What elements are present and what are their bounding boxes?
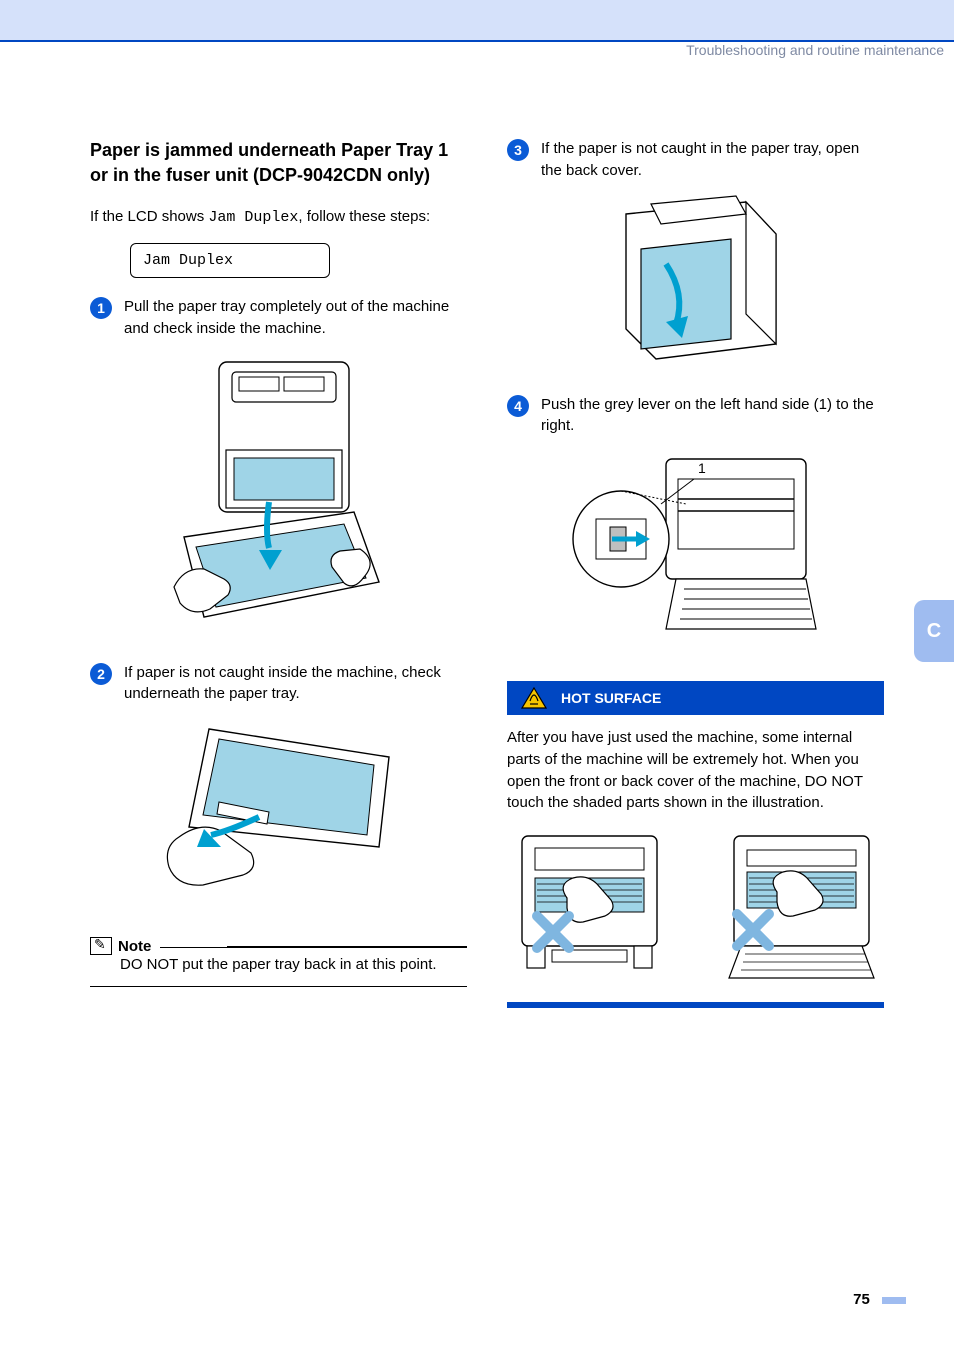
figure-step3	[507, 194, 884, 374]
breadcrumb: Troubleshooting and routine maintenance	[0, 42, 954, 58]
step-badge: 2	[90, 663, 112, 685]
intro-code: Jam Duplex	[208, 209, 298, 226]
hot-surface-text: After you have just used the machine, so…	[507, 727, 884, 814]
header-band	[0, 0, 954, 42]
step-badge: 1	[90, 297, 112, 319]
note-text: DO NOT put the paper tray back in at thi…	[90, 948, 467, 986]
page-number: 75	[853, 1291, 906, 1308]
figure-step2	[90, 717, 467, 917]
page-number-bar	[882, 1297, 906, 1304]
step-3: 3 If the paper is not caught in the pape…	[507, 138, 884, 182]
right-column: 3 If the paper is not caught in the pape…	[507, 138, 884, 1008]
page-number-value: 75	[853, 1291, 870, 1308]
intro-suffix: , follow these steps:	[298, 208, 430, 225]
step-4: 4 Push the grey lever on the left hand s…	[507, 394, 884, 438]
note-icon	[90, 937, 112, 955]
hot-figure-front	[507, 828, 672, 988]
note-label: Note	[118, 938, 151, 955]
hot-figure-back	[719, 828, 884, 988]
hot-surface-bottom-rule	[507, 1002, 884, 1008]
figure-step1	[90, 352, 467, 642]
step-2: 2 If paper is not caught inside the mach…	[90, 662, 467, 706]
step-1: 1 Pull the paper tray completely out of …	[90, 296, 467, 340]
step-badge: 4	[507, 395, 529, 417]
step-text: Pull the paper tray completely out of th…	[124, 296, 467, 340]
note-block: Note DO NOT put the paper tray back in a…	[90, 937, 467, 987]
intro-prefix: If the LCD shows	[90, 208, 208, 225]
callout-label: 1	[698, 460, 706, 476]
hot-surface-figures	[507, 828, 884, 988]
left-column: Paper is jammed underneath Paper Tray 1 …	[90, 138, 467, 1008]
section-title: Paper is jammed underneath Paper Tray 1 …	[90, 138, 467, 188]
section-tab: C	[914, 600, 954, 662]
step-badge: 3	[507, 139, 529, 161]
step-text: If the paper is not caught in the paper …	[541, 138, 884, 182]
step-text: If paper is not caught inside the machin…	[124, 662, 467, 706]
intro-text: If the LCD shows Jam Duplex, follow thes…	[90, 206, 467, 229]
warning-icon	[521, 687, 547, 709]
figure-step4: 1	[507, 449, 884, 659]
lcd-box: Jam Duplex	[130, 243, 330, 278]
hot-surface-banner: HOT SURFACE	[507, 681, 884, 715]
page-columns: Paper is jammed underneath Paper Tray 1 …	[0, 98, 954, 1048]
hot-surface-label: HOT SURFACE	[561, 690, 661, 706]
step-text: Push the grey lever on the left hand sid…	[541, 394, 884, 438]
